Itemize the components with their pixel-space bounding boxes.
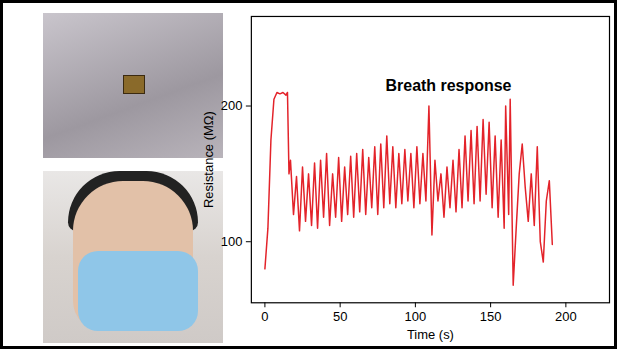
svg-text:Time (s): Time (s) <box>407 327 454 342</box>
svg-text:150: 150 <box>480 309 502 324</box>
svg-text:Breath response: Breath response <box>386 77 512 94</box>
svg-text:100: 100 <box>221 234 243 249</box>
svg-text:0: 0 <box>261 309 268 324</box>
svg-text:50: 50 <box>333 309 347 324</box>
svg-text:100: 100 <box>405 309 427 324</box>
svg-text:Resistance (MΩ): Resistance (MΩ) <box>201 111 216 208</box>
svg-text:200: 200 <box>555 309 577 324</box>
svg-text:200: 200 <box>221 98 243 113</box>
